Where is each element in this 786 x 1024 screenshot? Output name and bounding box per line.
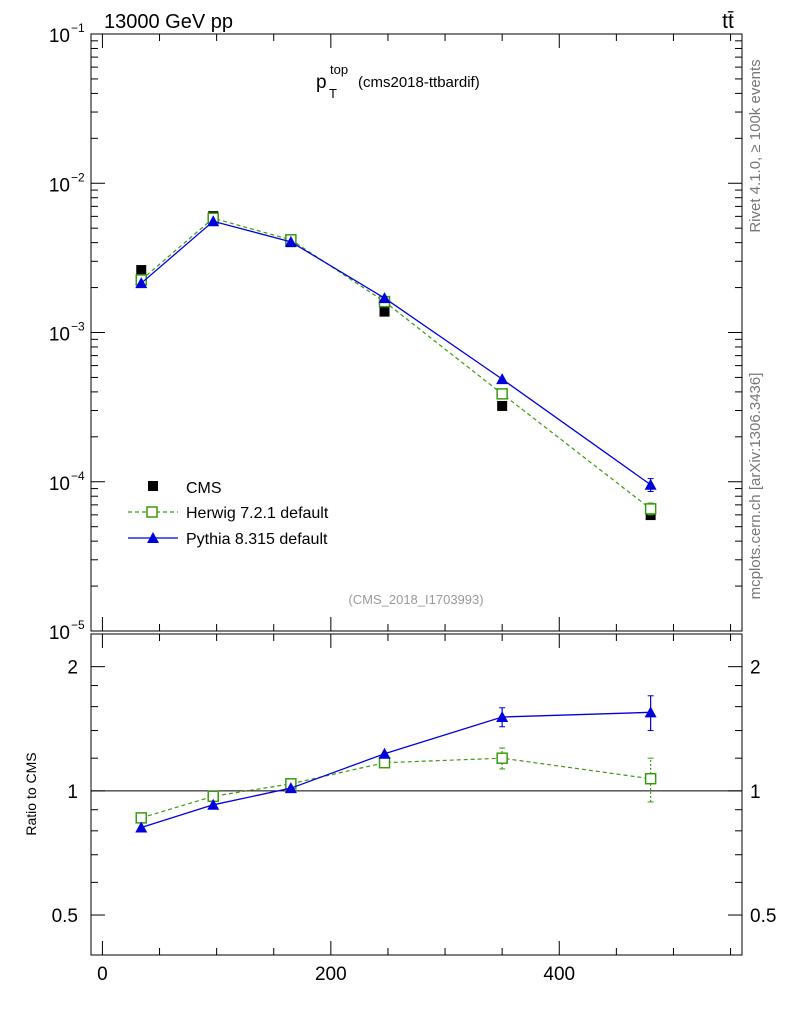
pythia-line xyxy=(140,220,652,486)
ratio-series xyxy=(135,695,657,833)
ratio-ytick-label: 1 xyxy=(67,782,78,803)
herwig-point xyxy=(644,503,657,515)
pythia-point xyxy=(378,292,391,304)
main-ytick-label: 10 xyxy=(49,325,70,346)
cms-point xyxy=(379,306,390,317)
main-ytick-label: 10 xyxy=(49,26,70,47)
ratio-y-axis: 0.5 0.5 1 1 2 2 xyxy=(52,658,777,927)
main-ytick-exponent: −1 xyxy=(71,21,85,35)
pythia-point xyxy=(284,782,297,794)
main-series xyxy=(135,211,657,521)
process-label: tt̄ xyxy=(722,10,734,33)
watermark: (CMS_2018_I1703993) xyxy=(348,592,483,607)
legend-herwig-marker xyxy=(146,506,158,518)
pythia-point xyxy=(207,798,220,810)
ratio-xtick-label: 200 xyxy=(315,964,347,985)
main-ytick-exponent: −5 xyxy=(71,618,85,632)
side-label-rivet: Rivet 4.1.0, ≥ 100k events xyxy=(747,59,764,232)
pythia-point xyxy=(207,215,220,227)
herwig-point xyxy=(496,388,508,400)
main-ytick-exponent: −2 xyxy=(71,170,85,184)
pythia-point xyxy=(644,706,657,718)
pythia-point xyxy=(378,747,391,759)
ratio-ylabel: Ratio to CMS xyxy=(23,752,39,835)
cms-point xyxy=(136,265,147,276)
ratio-ytick-label-right: 1 xyxy=(750,782,761,803)
ratio-panel-frame xyxy=(90,633,743,956)
legend-pythia-marker xyxy=(147,532,159,543)
legend: CMS Herwig 7.2.1 default Pythia 8.315 de… xyxy=(128,480,329,548)
x-axis: 0 200 400 xyxy=(97,34,732,985)
herwig-line xyxy=(141,757,651,819)
pythia-point xyxy=(135,277,148,289)
ratio-xtick-label: 400 xyxy=(543,964,575,985)
legend-pythia-label: Pythia 8.315 default xyxy=(186,531,328,548)
pythia-line xyxy=(141,711,651,829)
main-ytick-label: 10 xyxy=(49,474,70,495)
cms-point xyxy=(497,400,508,411)
pythia-point xyxy=(496,373,509,385)
plot-title: p xyxy=(316,72,327,93)
main-ytick-exponent: −4 xyxy=(71,469,85,483)
ratio-ytick-label-right: 2 xyxy=(750,658,761,679)
herwig-point xyxy=(644,772,657,785)
herwig-line xyxy=(140,217,651,510)
plot-title-rest: (cms2018-ttbardif) xyxy=(358,74,480,91)
legend-cms-marker xyxy=(148,481,158,491)
main-ytick-label: 10 xyxy=(49,623,70,644)
ratio-ytick-label-right: 0.5 xyxy=(750,906,776,927)
ratio-ytick-label: 0.5 xyxy=(52,906,78,927)
pythia-point xyxy=(284,235,297,247)
side-label-source: mcplots.cern.ch [arXiv:1306.3436] xyxy=(747,373,764,600)
legend-cms-label: CMS xyxy=(186,480,222,497)
legend-herwig-label: Herwig 7.2.1 default xyxy=(186,505,329,522)
pythia-point xyxy=(135,821,148,833)
energy-label: 13000 GeV pp xyxy=(104,11,233,33)
herwig-point xyxy=(496,752,508,764)
ratio-ytick-label: 2 xyxy=(67,658,78,679)
herwig-point xyxy=(378,756,391,769)
herwig-point xyxy=(135,812,148,824)
ratio-xtick-label: 0 xyxy=(97,964,108,985)
title-p: p xyxy=(316,72,327,93)
plot-title-sub: T xyxy=(329,86,337,101)
main-ytick-label: 10 xyxy=(49,175,70,196)
main-y-axis: 10−110−210−310−410−5 xyxy=(49,21,742,644)
pythia-point xyxy=(644,478,657,490)
pythia-point xyxy=(496,711,509,723)
main-ytick-exponent: −3 xyxy=(71,320,85,334)
plot-title-sup: top xyxy=(330,62,348,77)
